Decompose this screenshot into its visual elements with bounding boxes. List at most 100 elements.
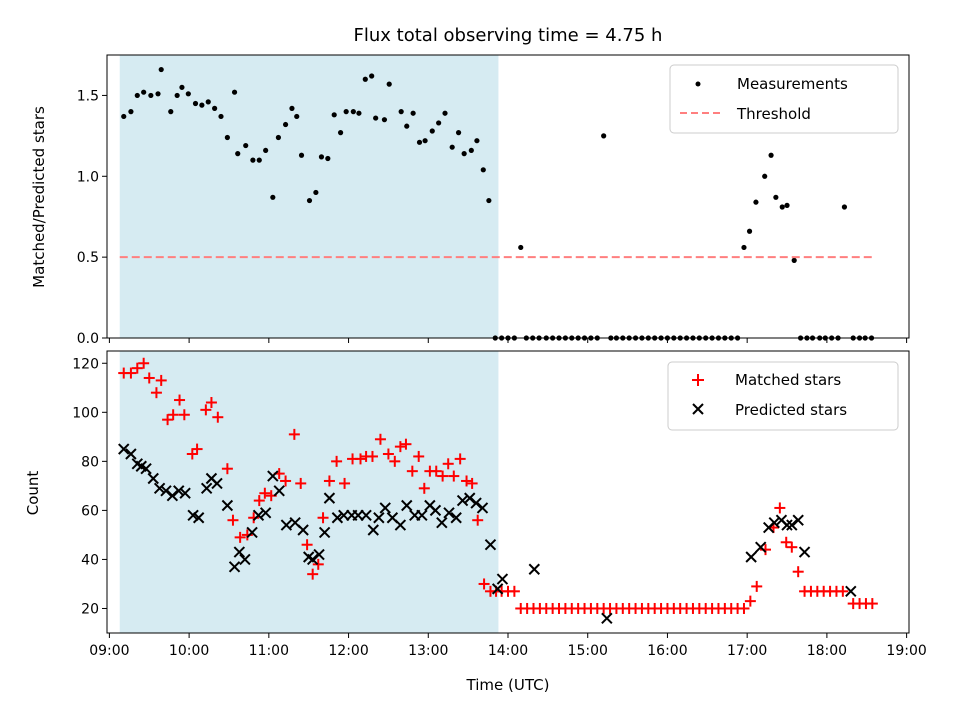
measurement-point <box>362 76 368 82</box>
top-y-axis-label: Matched/Predicted stars <box>30 106 48 288</box>
measurement-point <box>158 66 164 73</box>
matched-stars-point <box>234 531 246 543</box>
matched-stars-point <box>382 448 394 460</box>
measurement-point <box>416 139 423 145</box>
predicted-stars-point <box>323 492 336 504</box>
matched-stars-point <box>418 482 430 494</box>
legend-measurements-label: Measurements <box>737 75 848 93</box>
matched-stars-point <box>125 367 137 379</box>
top-y-tick-label: 1.5 <box>77 88 99 104</box>
matched-stars-point <box>331 455 343 467</box>
matched-stars-point <box>751 580 763 592</box>
measurement-point <box>275 134 282 141</box>
matched-stars-point <box>430 465 442 477</box>
predicted-stars-point <box>436 516 448 529</box>
top-y-tick-label: 0.5 <box>77 250 99 266</box>
measurement-point <box>373 115 379 121</box>
predicted-stars-point <box>470 497 482 509</box>
matched-stars-point <box>312 558 324 570</box>
measurement-point <box>121 113 127 120</box>
predicted-stars-point <box>239 553 251 566</box>
legend-predicted-marker <box>692 403 704 415</box>
bottom-y-tick-label: 40 <box>81 552 99 568</box>
matched-stars-point <box>259 487 271 499</box>
measurement-point <box>185 91 191 97</box>
measurement-point <box>128 109 134 115</box>
predicted-stars-point <box>845 585 857 598</box>
x-axis-label: Time (UTC) <box>466 676 550 694</box>
predicted-stars-point <box>147 472 159 485</box>
bottom-y-tick-label: 100 <box>72 405 99 421</box>
predicted-stars-point <box>280 519 293 531</box>
matched-stars-point <box>780 536 792 548</box>
matched-stars-point <box>227 514 239 526</box>
predicted-stars-point <box>601 612 613 624</box>
measurement-point <box>741 244 747 251</box>
matched-stars-point <box>253 495 265 507</box>
predicted-stars-point <box>233 546 246 558</box>
measurement-point <box>381 117 388 123</box>
predicted-stars-point <box>528 563 541 575</box>
measurement-point <box>243 142 249 149</box>
legend-top: Measurements Threshold <box>669 64 899 134</box>
predicted-stars-point <box>768 516 780 529</box>
matched-stars-point <box>200 404 212 416</box>
predicted-stars-point <box>153 482 166 495</box>
matched-stars-point <box>478 578 490 590</box>
measurement-point <box>762 173 768 179</box>
measurement-point <box>791 257 797 263</box>
measurement-point <box>218 113 224 120</box>
predicted-stars-point <box>118 443 130 455</box>
matched-stars-point <box>178 409 190 421</box>
measurement-point <box>306 197 313 204</box>
matched-stars-point <box>472 514 484 526</box>
predicted-stars-point <box>798 546 811 558</box>
matched-stars-point <box>138 357 150 369</box>
matched-stars-point <box>186 448 198 460</box>
measurement-point <box>343 109 349 115</box>
x-tick-label: 11:00 <box>249 643 289 659</box>
predicted-stars-point <box>192 512 205 524</box>
measurement-point <box>282 121 289 128</box>
measurement-point <box>325 155 331 162</box>
predicted-stars-point <box>786 519 798 531</box>
measurement-point <box>410 110 416 116</box>
bottom-y-axis-label: Count <box>24 471 42 516</box>
x-tick-label: 15:00 <box>568 643 608 659</box>
predicted-stars-point <box>179 487 191 499</box>
x-tick-label: 18:00 <box>807 643 847 659</box>
measurement-point <box>134 92 140 99</box>
measurement-point <box>746 228 753 234</box>
measurement-point <box>779 204 785 210</box>
measurement-point <box>263 147 269 154</box>
measurement-point <box>461 151 467 157</box>
matched-stars-point <box>174 394 186 406</box>
matched-stars-point <box>466 477 478 489</box>
matched-stars-point <box>744 595 756 607</box>
legend-matched-marker <box>692 374 704 386</box>
measurement-point <box>386 81 392 87</box>
measurement-point <box>212 105 218 111</box>
predicted-stars-point <box>401 499 413 512</box>
measurement-point <box>199 102 205 108</box>
measurement-point <box>224 134 230 141</box>
matched-stars-point <box>295 477 307 489</box>
predicted-stars-point <box>228 561 241 573</box>
measurement-point <box>313 189 319 196</box>
measurement-point <box>155 91 161 97</box>
measurement-point <box>270 194 276 200</box>
predicted-stars-point <box>484 539 497 551</box>
measurement-point <box>398 109 404 115</box>
legend-bottom: Matched stars Predicted stars <box>667 361 899 431</box>
predicted-stars-point <box>331 512 344 524</box>
predicted-stars-point <box>259 507 272 519</box>
measurement-point <box>250 157 256 163</box>
measurement-point <box>356 110 362 116</box>
matched-stars-point <box>394 441 406 453</box>
legend-top-frame <box>669 64 899 134</box>
measurement-point <box>436 120 442 126</box>
measurement-point <box>337 130 344 136</box>
measurement-point <box>174 92 180 99</box>
measurement-point <box>480 167 486 173</box>
